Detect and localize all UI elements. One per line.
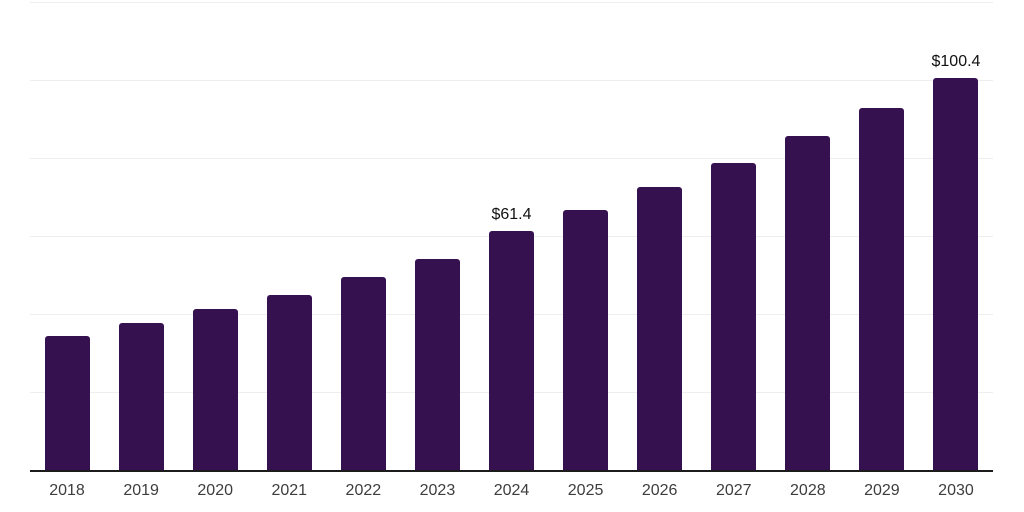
bar-slot-2027 <box>697 2 771 470</box>
bar-slot-2023 <box>400 2 474 470</box>
bar-2026 <box>637 186 683 470</box>
gridline <box>30 2 993 3</box>
bar-2019 <box>118 322 164 470</box>
bar-value-label-2030: $100.4 <box>931 53 981 71</box>
x-tick-label-2029: 2029 <box>864 482 900 499</box>
plot-area: $61.4 $100.4 <box>30 2 993 472</box>
x-axis: 2018 2019 2020 2021 2022 2023 2024 2025 2026 2027… <box>30 482 993 500</box>
bar-slot-2030: $100.4 <box>919 2 993 470</box>
bar-2030 <box>933 78 979 470</box>
bar-slot-2026 <box>623 2 697 470</box>
bar-2028 <box>785 136 831 470</box>
bar-slot-2028 <box>771 2 845 470</box>
bar-slot-2022 <box>326 2 400 470</box>
bar-2027 <box>711 163 757 470</box>
bar-slot-2021 <box>252 2 326 470</box>
bar-slot-2020 <box>178 2 252 470</box>
x-tick-label-2024: 2024 <box>493 482 530 499</box>
gridline <box>30 158 993 159</box>
x-tick-label-2026: 2026 <box>641 482 678 499</box>
x-tick-label-2018: 2018 <box>49 482 85 499</box>
bar-slot-2019 <box>104 2 178 470</box>
x-tick-label-2030: 2030 <box>938 482 974 499</box>
bar-slot-2029 <box>845 2 919 470</box>
x-tick-label-2023: 2023 <box>419 482 456 499</box>
bar-slot-2024: $61.4 <box>474 2 548 470</box>
x-tick-label-2019: 2019 <box>123 482 159 499</box>
x-tick-label-2020: 2020 <box>197 482 233 499</box>
gridline <box>30 80 993 81</box>
bar-2021 <box>266 294 312 470</box>
bar-2020 <box>192 308 238 470</box>
bar-2022 <box>340 277 386 470</box>
x-tick-label-2022: 2022 <box>345 482 382 499</box>
bar-slot-2018 <box>30 2 104 470</box>
bar-2023 <box>414 259 460 470</box>
bar-2029 <box>859 108 905 470</box>
x-tick-label-2025: 2025 <box>567 482 604 499</box>
x-tick-label-2028: 2028 <box>790 482 826 499</box>
x-tick-label-2021: 2021 <box>271 482 308 499</box>
bars-row: $61.4 $100.4 <box>30 2 993 470</box>
bar-2018 <box>44 336 90 470</box>
x-tick-label-2027: 2027 <box>715 482 752 499</box>
bar-2024 <box>489 230 534 470</box>
bar-slot-2025 <box>549 2 623 470</box>
bar-2025 <box>563 210 609 470</box>
bar-value-label-2024: $61.4 <box>491 205 532 223</box>
